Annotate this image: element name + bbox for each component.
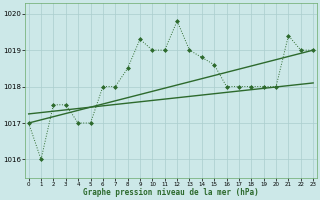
X-axis label: Graphe pression niveau de la mer (hPa): Graphe pression niveau de la mer (hPa) <box>83 188 259 197</box>
